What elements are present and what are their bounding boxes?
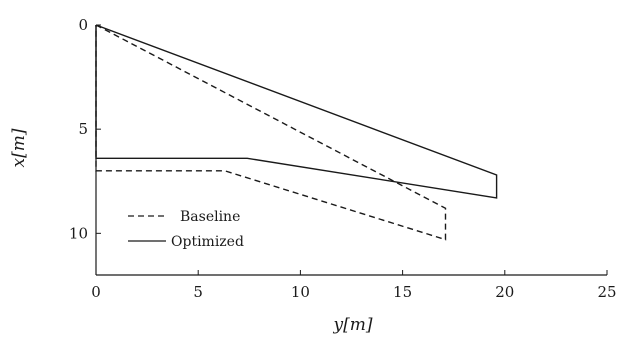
y-tick-label: 5 — [78, 120, 88, 138]
x-tick-label: 5 — [193, 283, 203, 301]
y-axis-title: x[m] — [9, 128, 29, 167]
x-tick-label: 15 — [393, 283, 412, 301]
y-tick-label: 10 — [69, 224, 88, 242]
legend-label-baseline: Baseline — [180, 209, 240, 225]
series-layer — [95, 24, 498, 241]
y-ticks: 0 5 10 — [69, 16, 101, 242]
x-tick-label: 0 — [91, 283, 101, 301]
x-tick-label: 25 — [597, 283, 616, 301]
x-tick-label: 20 — [495, 283, 514, 301]
y-tick-label: 0 — [78, 16, 88, 34]
series-optimized-line — [95, 24, 498, 199]
series-baseline-line — [95, 24, 447, 241]
legend-label-optimized: Optimized — [171, 234, 244, 250]
x-tick-label: 10 — [291, 283, 310, 301]
x-axis-title: y[m] — [333, 315, 373, 335]
legend: Baseline Optimized — [128, 209, 244, 250]
x-ticks: 0 5 10 15 20 25 — [91, 270, 617, 301]
